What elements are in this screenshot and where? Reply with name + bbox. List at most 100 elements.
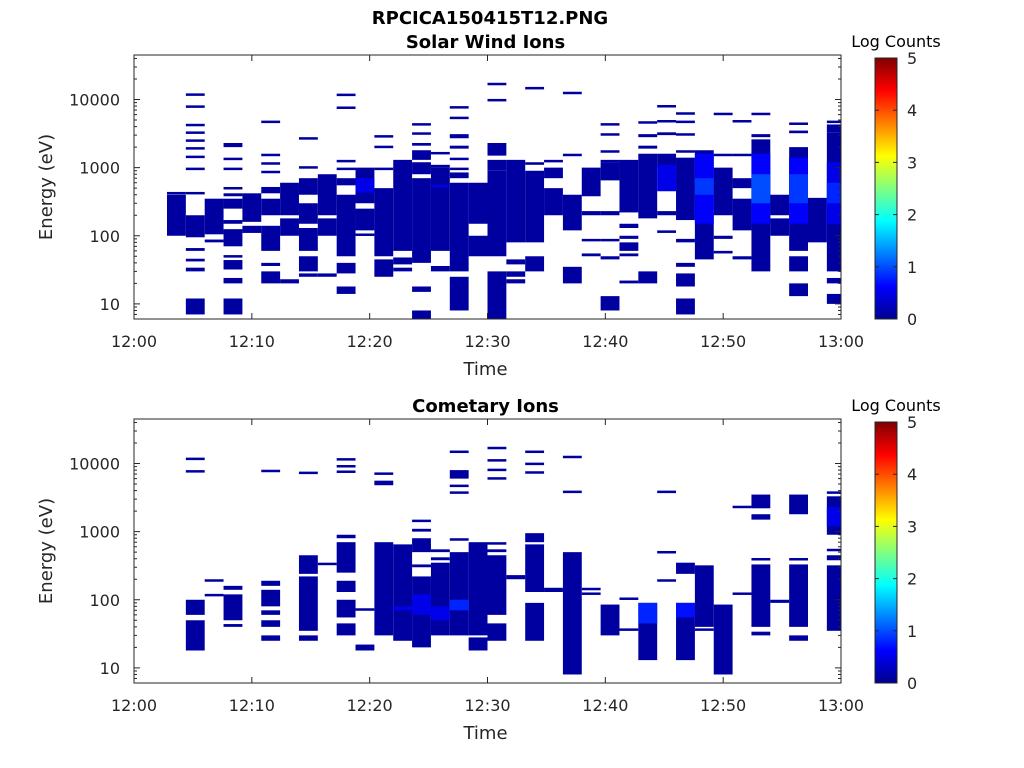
heatmap-cell [713, 112, 733, 116]
heatmap-cell [657, 490, 677, 494]
heatmap-cell [223, 260, 243, 270]
heatmap-cell [581, 167, 601, 197]
heatmap-cell [336, 167, 356, 171]
heatmap-cell [751, 494, 771, 509]
heatmap-cell [449, 145, 469, 149]
heatmap-cell [826, 565, 841, 631]
heatmap-cell [185, 215, 205, 238]
heatmap-cell [223, 585, 243, 590]
heatmap-cell [732, 256, 752, 260]
x-tick-label: 12:00 [111, 696, 157, 715]
heatmap-cell [298, 166, 318, 169]
heatmap-cell [525, 602, 545, 641]
heatmap-cell [619, 223, 639, 228]
colorbar-tick-label: 0 [907, 310, 917, 329]
heatmap-cell [562, 194, 582, 231]
heatmap-cell [185, 470, 205, 473]
heatmap-cell [185, 258, 205, 262]
heatmap-cell [676, 238, 695, 243]
x-tick-label: 12:40 [582, 696, 628, 715]
heatmap-cell [676, 602, 695, 618]
heatmap-cell [336, 159, 356, 163]
heatmap-cell [487, 459, 507, 462]
heatmap-cell [223, 142, 243, 148]
heatmap-cell [468, 182, 488, 224]
heatmap-cell [713, 235, 733, 239]
heatmap-cell [449, 538, 469, 541]
heatmap-cell [261, 469, 281, 473]
heatmap-cell [336, 262, 356, 274]
heatmap-cell [204, 239, 224, 243]
heatmap-cell [770, 599, 790, 603]
heatmap-cell [412, 538, 431, 553]
heatmap-cell [506, 259, 526, 265]
heatmap-cell [374, 472, 394, 475]
heatmap-cell [826, 124, 841, 133]
heatmap-cell [581, 587, 601, 591]
heatmap-cell [412, 142, 431, 146]
heatmap-cell [336, 194, 356, 257]
heatmap-cells [185, 446, 841, 675]
panel-title: Solar Wind Ions [406, 32, 565, 53]
heatmap-cell [298, 256, 318, 272]
heatmap-cell [619, 280, 639, 284]
heatmap-cell [544, 167, 563, 179]
heatmap-cell [581, 253, 601, 257]
heatmap-cell [751, 174, 771, 204]
heatmap-cell [562, 91, 582, 95]
heatmap-cell [449, 182, 469, 272]
heatmap-cell [449, 106, 469, 109]
heatmap-cell [223, 167, 243, 171]
heatmap-cell [506, 575, 526, 580]
heatmap-cell [657, 550, 677, 554]
heatmap-cell [298, 137, 318, 140]
heatmap-cell [185, 131, 205, 134]
heatmap-cell [487, 468, 507, 472]
heatmap-cell [600, 256, 620, 260]
heatmap-cell [713, 604, 733, 675]
heatmap-cell [694, 628, 714, 631]
heatmap-cell [619, 253, 639, 257]
heatmap-cell [355, 208, 375, 231]
heatmap-cell [223, 229, 243, 247]
heatmap-cell [430, 606, 450, 621]
heatmap-cell [185, 139, 205, 142]
heatmap-cell [261, 610, 281, 615]
heatmap-cell [261, 635, 281, 641]
heatmap-cell [223, 594, 243, 621]
heatmap-cell [185, 147, 205, 150]
heatmap-cell [600, 123, 620, 126]
x-axis-label: Time [462, 359, 507, 380]
colorbar-tick-label: 1 [907, 258, 917, 277]
heatmap-cell [412, 162, 431, 175]
heatmap-cell [826, 120, 841, 124]
heatmap-cell [223, 220, 243, 224]
heatmap-cell [751, 558, 771, 561]
heatmap-cell [506, 271, 526, 277]
heatmap-cell [525, 450, 545, 454]
heatmap-cell [468, 542, 488, 636]
heatmap-cell [449, 552, 469, 636]
heatmap-cell [336, 465, 356, 468]
heatmap-cell [581, 238, 601, 242]
colorbar-tick-label: 2 [907, 570, 917, 589]
heatmap-cell [600, 159, 620, 163]
heatmap-cell [525, 471, 545, 474]
heatmap-cell [789, 174, 809, 204]
heatmap-cell [223, 624, 243, 627]
heatmap-cell [808, 197, 827, 243]
heatmap-cell [826, 182, 841, 204]
heatmap-cell [638, 602, 658, 624]
heatmap-cell [412, 286, 431, 292]
heatmap-cell [412, 132, 431, 135]
heatmap-cell [336, 623, 356, 636]
heatmap-cell [789, 122, 809, 125]
heatmap-cell [298, 178, 318, 195]
heatmap-cell [826, 277, 841, 284]
y-axis-label: Energy (eV) [36, 498, 57, 604]
heatmap-cell [789, 256, 809, 272]
heatmap-cell [525, 533, 545, 543]
heatmap-cell [336, 534, 356, 539]
heatmap-cell [412, 150, 431, 160]
heatmap-cell [676, 133, 695, 136]
